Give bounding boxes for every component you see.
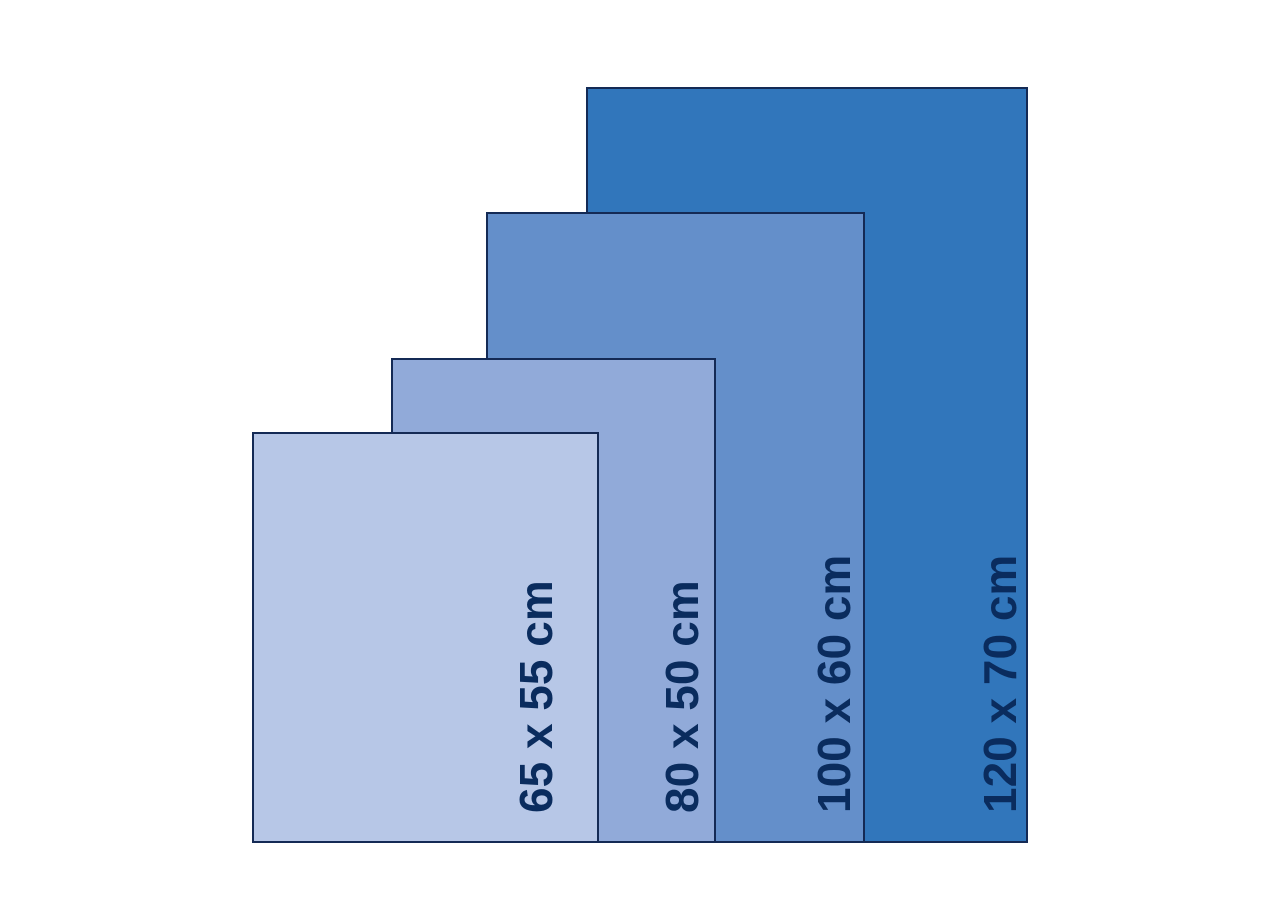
size-rect-65x55 — [252, 432, 599, 843]
size-label-65x55: 65 x 55 cm — [510, 580, 562, 813]
size-label-80x50: 80 x 50 cm — [656, 580, 708, 813]
size-label-100x60: 100 x 60 cm — [808, 554, 860, 813]
size-label-120x70: 120 x 70 cm — [974, 554, 1026, 813]
